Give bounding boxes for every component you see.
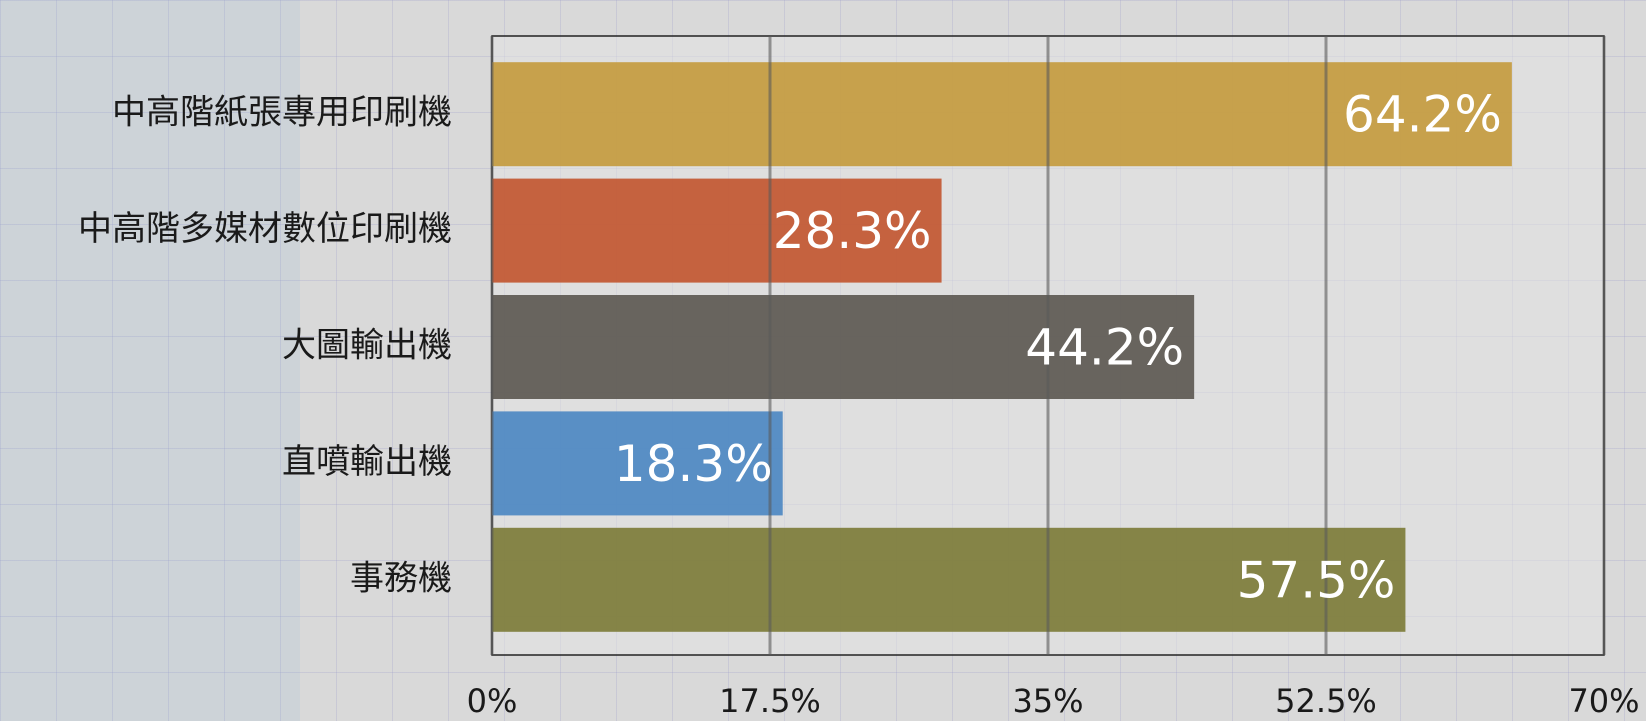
value-label: 57.5% [1237,551,1396,609]
x-tick-label: 0% [467,682,518,720]
value-label: 64.2% [1343,86,1502,144]
bar [492,62,1512,167]
category-label: 事務機 [350,558,452,598]
category-label: 中高階多媒材數位印刷機 [78,209,452,249]
bar [492,527,1406,632]
category-label: 中高階紙張專用印刷機 [112,93,452,133]
value-label: 18.3% [614,435,773,493]
value-label: 28.3% [773,202,932,260]
bar [492,411,783,516]
x-tick-label: 52.5% [1275,682,1377,720]
bar [492,295,1195,399]
decoration [0,0,300,721]
x-tick-label: 70% [1568,682,1639,720]
category-label: 大圖輸出機 [282,326,452,366]
value-label: 44.2% [1025,319,1184,377]
bar [492,178,942,283]
x-tick-label: 35% [1012,682,1083,720]
x-tick-label: 17.5% [719,682,821,720]
category-label: 直噴輸出機 [282,442,452,482]
